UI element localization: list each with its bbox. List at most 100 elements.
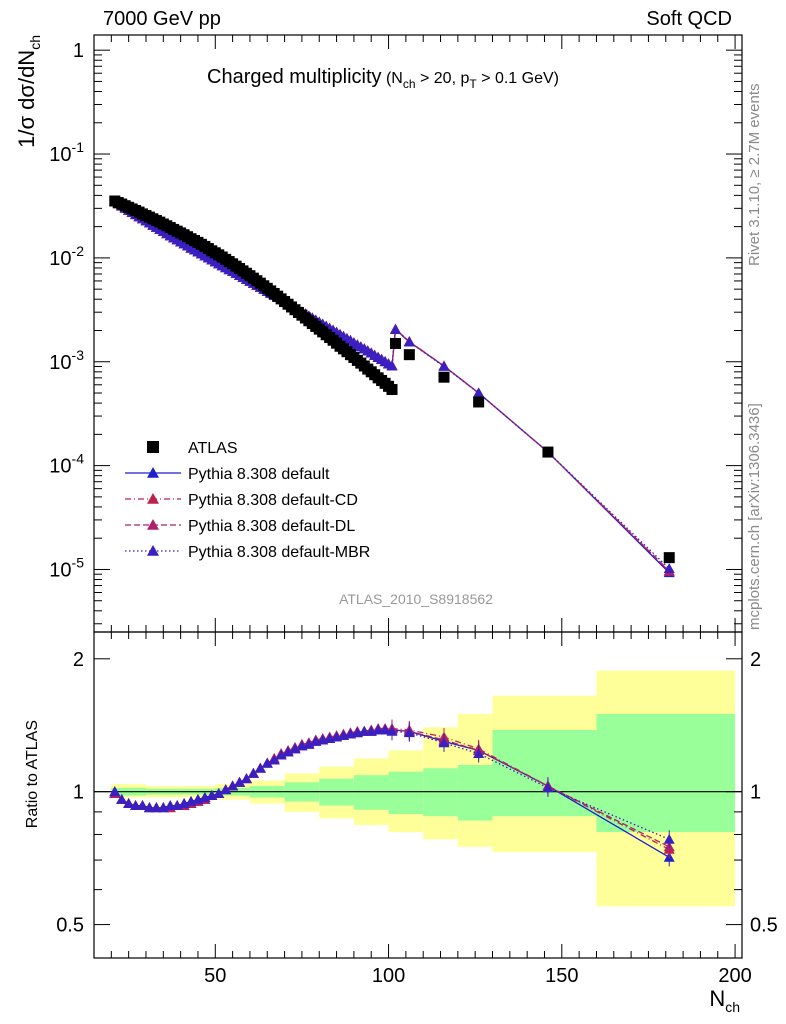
ratio-point xyxy=(542,782,554,793)
y-tick-label-exponent: -1 xyxy=(72,139,85,155)
ratio-y-ticks xyxy=(94,658,742,926)
ratio-point xyxy=(268,754,280,765)
legend-label: Pythia 8.308 default-CD xyxy=(188,492,358,509)
main-plot-frame xyxy=(93,34,743,633)
legend-label: Pythia 8.308 default-DL xyxy=(188,518,355,535)
ratio-point xyxy=(282,746,294,757)
ratio-point xyxy=(109,786,121,797)
data-point xyxy=(389,337,401,349)
y-tick-label-exponent: -3 xyxy=(72,347,85,363)
data-point xyxy=(663,563,675,573)
data-point xyxy=(473,396,485,408)
ratio-y-tick-label-left: 2 xyxy=(73,649,84,671)
ratio-point xyxy=(143,802,155,813)
ratio-y-axis-title: Ratio to ATLAS xyxy=(24,720,41,828)
y-tick-label: 10-2 xyxy=(49,243,84,270)
ratio-y-tick-label-right: 0.5 xyxy=(750,915,778,937)
ratio-point xyxy=(164,800,176,810)
data-point xyxy=(473,387,485,398)
ratio-y-tick-label-left: 1 xyxy=(73,782,84,804)
ratio-point xyxy=(663,833,675,844)
ratio-band-stat xyxy=(457,764,493,821)
main-series xyxy=(109,195,675,578)
x-tick-label: 200 xyxy=(718,965,751,987)
y-tick-label-exponent: -5 xyxy=(72,554,85,570)
ratio-point xyxy=(289,743,301,754)
ratio-plot-frame xyxy=(93,631,743,959)
ratio-band-stat xyxy=(492,729,597,817)
legend: ATLAS Pythia 8.308 default Pythia 8.308 de… xyxy=(125,440,370,561)
legend-marker xyxy=(147,545,159,556)
legend-entry: Pythia 8.308 default-DL xyxy=(125,518,355,535)
legend-label: Pythia 8.308 default xyxy=(188,466,330,483)
data-point xyxy=(438,361,450,371)
data-point xyxy=(386,360,398,371)
ratio-point xyxy=(240,773,252,784)
y-tick-label: 10-3 xyxy=(49,347,84,374)
ratio-point xyxy=(213,788,225,799)
ratio-point xyxy=(372,724,384,735)
ratio-series xyxy=(109,719,675,867)
main-y-axis-title-sub: ch xyxy=(27,35,43,50)
y-tick-label-base: 10 xyxy=(49,559,71,581)
plot-title-sub: ch xyxy=(403,77,416,91)
ratio-series-4 xyxy=(109,722,675,849)
ratio-point xyxy=(275,749,287,760)
plot-title-cond: (N xyxy=(382,70,403,87)
header-right-label: Soft QCD xyxy=(646,8,732,30)
ratio-band-stat xyxy=(388,771,424,815)
x-axis-title-sub: ch xyxy=(725,999,740,1015)
plot-title-cond: > 0.1 GeV) xyxy=(477,70,559,87)
x-axis-title: Nch xyxy=(709,986,740,1015)
ratio-y-tick-label-right: 2 xyxy=(750,649,761,671)
data-point xyxy=(403,349,415,361)
ratio-point xyxy=(150,802,162,813)
data-point xyxy=(438,371,450,383)
ratio-point xyxy=(303,738,315,749)
ratio-point xyxy=(220,784,232,795)
data-point xyxy=(663,552,675,564)
y-tick-label: 10-4 xyxy=(49,451,84,478)
ratio-point xyxy=(261,757,273,768)
plot-title: Charged multiplicity (Nch > 20, pT > 0.1… xyxy=(207,66,559,91)
ratio-point xyxy=(386,725,398,736)
ratio-point xyxy=(137,800,149,810)
ratio-point xyxy=(254,762,266,773)
ratio-band-stat xyxy=(353,775,389,810)
legend-entry: Pythia 8.308 default xyxy=(125,466,330,483)
analysis-id-label: ATLAS_2010_S8918562 xyxy=(339,591,493,607)
ratio-bands xyxy=(111,670,736,907)
x-tick-label: 50 xyxy=(204,965,226,987)
ratio-point xyxy=(379,724,391,735)
x-tick-label: 150 xyxy=(545,965,578,987)
ratio-y-tick-label-right: 1 xyxy=(750,782,761,804)
y-tick-label: 10-5 xyxy=(49,554,84,581)
ratio-y-tick-label-left: 0.5 xyxy=(56,915,84,937)
legend-label: ATLAS xyxy=(188,440,238,457)
y-tick-label-base: 10 xyxy=(49,456,71,478)
legend-marker xyxy=(147,441,159,453)
legend-entry: ATLAS xyxy=(147,440,238,457)
legend-marker xyxy=(147,519,159,530)
plot-title-sub: T xyxy=(469,77,477,91)
main-y-axis-title: 1/σ dσ/dNch xyxy=(14,35,43,148)
ratio-point xyxy=(403,727,415,738)
y-tick-label: 10-1 xyxy=(49,139,84,166)
ratio-point xyxy=(473,748,485,758)
x-axis-title-main: N xyxy=(709,986,725,1011)
ratio-point xyxy=(438,737,450,748)
legend-marker xyxy=(147,493,159,504)
legend-marker xyxy=(147,467,159,478)
legend-entry: Pythia 8.308 default-CD xyxy=(125,492,358,509)
ratio-point xyxy=(130,800,142,810)
ratio-band-stat xyxy=(596,713,736,833)
main-y-ticks xyxy=(94,49,742,625)
legend-entry: Pythia 8.308 default-MBR xyxy=(125,544,370,561)
y-tick-label-base: 10 xyxy=(49,352,71,374)
data-point xyxy=(386,384,398,396)
plot-title-main: Charged multiplicity xyxy=(207,66,382,88)
series-atlas xyxy=(109,195,675,564)
y-tick-label: 1 xyxy=(73,40,84,62)
main-y-axis-title-main: 1/σ dσ/dN xyxy=(14,50,39,148)
